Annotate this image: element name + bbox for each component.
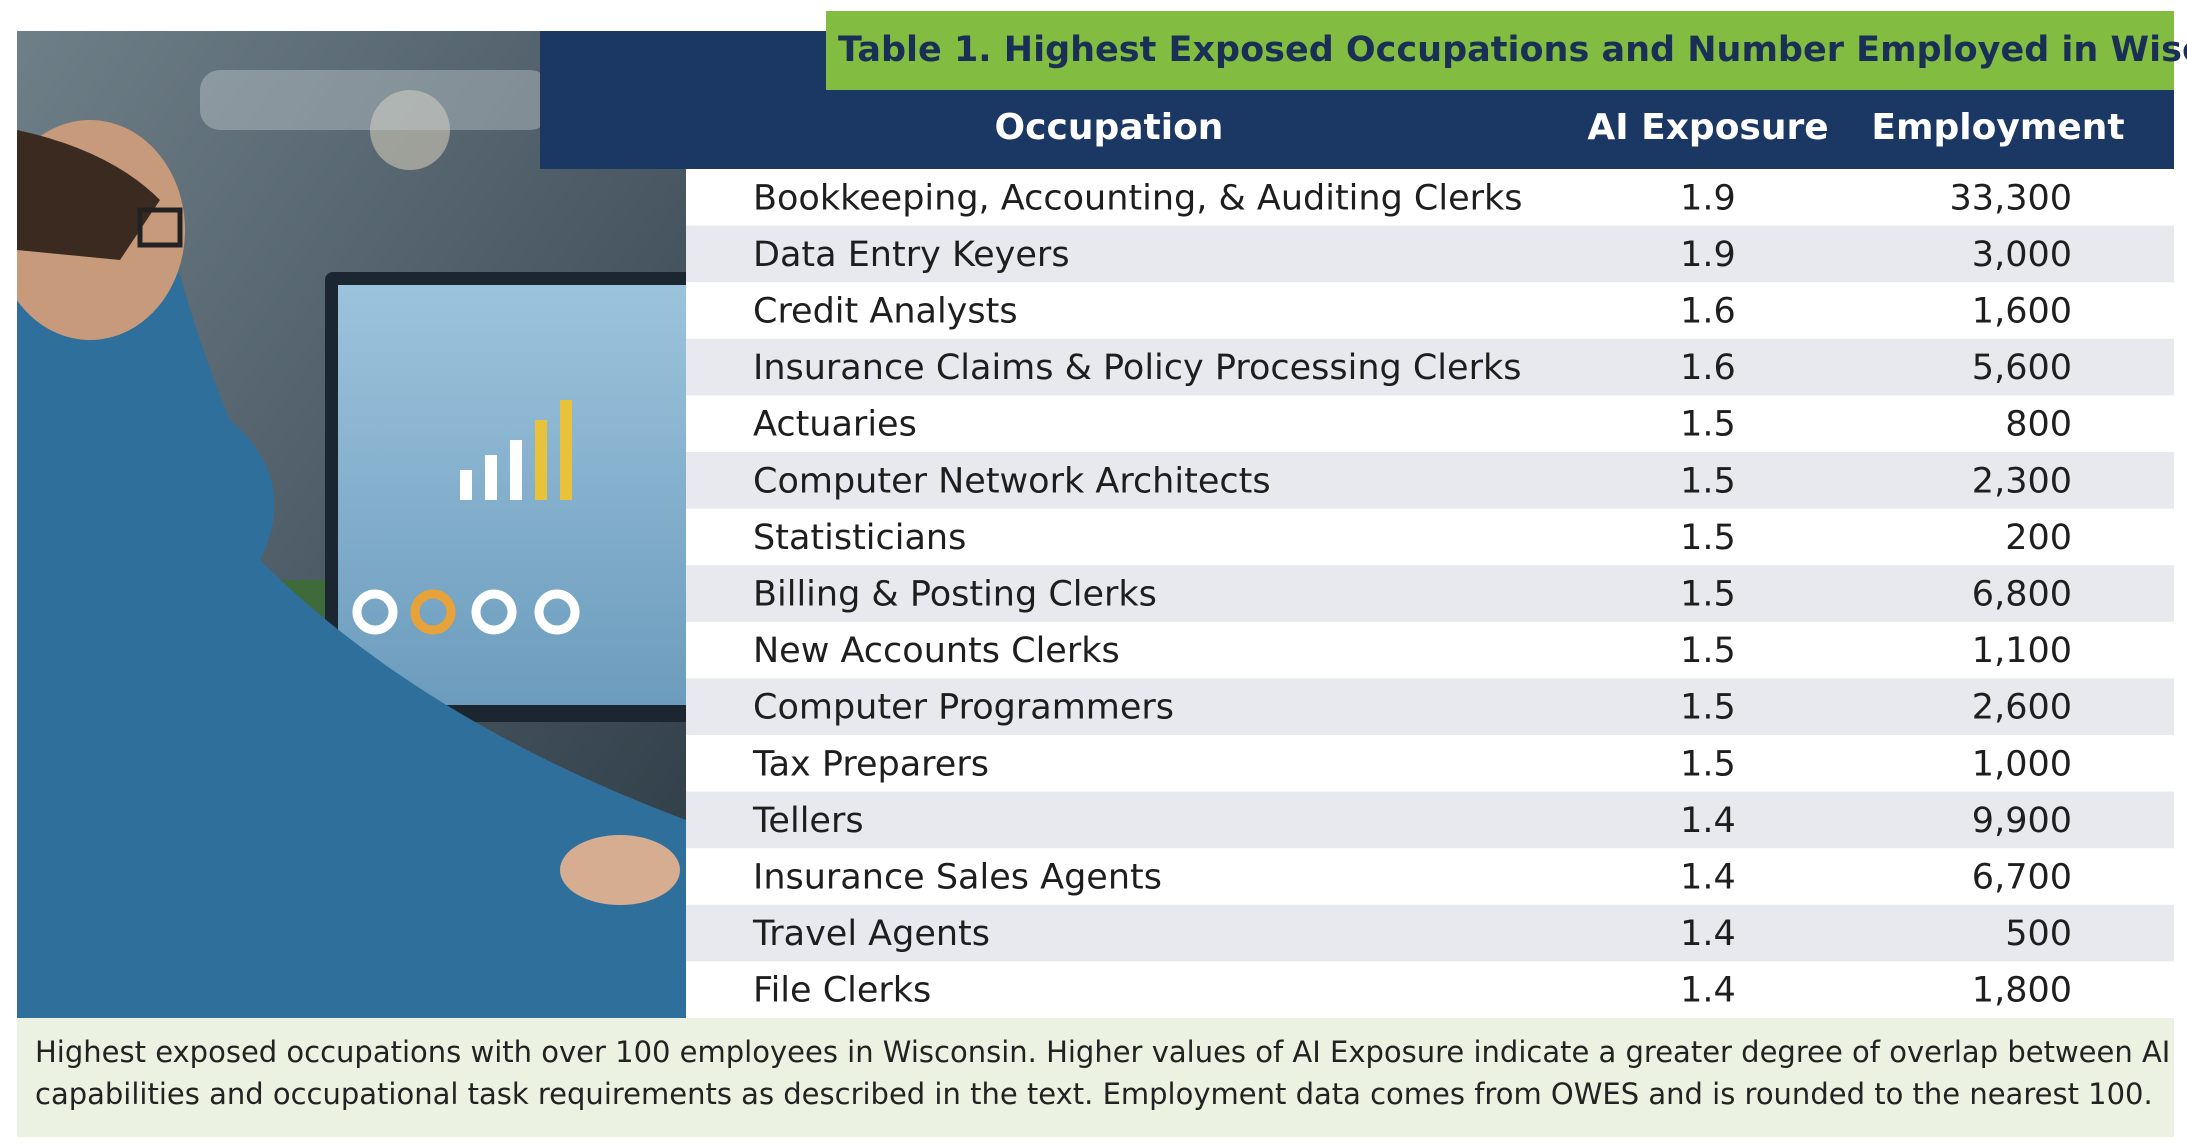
row-shade xyxy=(686,565,2174,622)
row-shade xyxy=(686,452,2174,509)
cell: 1.6 xyxy=(1680,348,1736,388)
cell: 1,000 xyxy=(1972,744,2072,784)
cell: Bookkeeping, Accounting, & Auditing Cler… xyxy=(753,178,1523,218)
cell: New Accounts Clerks xyxy=(753,631,1120,671)
row-shade xyxy=(686,904,2174,962)
cell: File Clerks xyxy=(753,971,931,1011)
cell: Insurance Sales Agents xyxy=(753,858,1162,898)
cell: 33,300 xyxy=(1950,178,2072,218)
header-row: Occupation AI Exposure Employment xyxy=(995,107,2125,148)
cell: Travel Agents xyxy=(752,914,990,954)
cell: Tellers xyxy=(752,801,864,841)
column-header: AI Exposure xyxy=(1587,107,1828,148)
cell: 200 xyxy=(2005,518,2072,558)
cell: 1.5 xyxy=(1680,575,1736,615)
cell: Credit Analysts xyxy=(753,292,1018,332)
row-shade xyxy=(686,338,2174,396)
column-header: Employment xyxy=(1871,107,2124,148)
caption-line: Highest exposed occupations with over 10… xyxy=(35,1035,2170,1069)
caption-line: capabilities and occupational task requi… xyxy=(35,1077,2153,1111)
cell: 2,600 xyxy=(1972,688,2072,728)
cell: Statisticians xyxy=(753,518,966,558)
cell: 6,800 xyxy=(1972,575,2072,615)
cell: Insurance Claims & Policy Processing Cle… xyxy=(753,348,1521,388)
cell: 1.9 xyxy=(1680,178,1736,218)
cell: 1.4 xyxy=(1680,801,1736,841)
cell: 1.5 xyxy=(1680,744,1736,784)
cell: Computer Network Architects xyxy=(753,461,1271,501)
cell: Data Entry Keyers xyxy=(753,235,1070,275)
cell: 1.5 xyxy=(1680,631,1736,671)
title-box xyxy=(826,11,2174,90)
table-title: Table 1. Highest Exposed Occupations and… xyxy=(838,30,2187,70)
cell: 1.5 xyxy=(1680,405,1736,445)
caption-box xyxy=(17,1018,2174,1137)
cell: 1.9 xyxy=(1680,235,1736,275)
cell: 1.4 xyxy=(1680,971,1736,1011)
row-shade xyxy=(686,678,2174,735)
cell: 6,700 xyxy=(1972,858,2072,898)
cell: 1.5 xyxy=(1680,518,1736,558)
cell: 1.4 xyxy=(1680,858,1736,898)
row-shade xyxy=(686,791,2174,849)
cell: Tax Preparers xyxy=(752,744,989,784)
cell: Computer Programmers xyxy=(753,688,1174,728)
photo xyxy=(17,31,686,1018)
cell: Actuaries xyxy=(753,405,917,445)
table-body: Bookkeeping, Accounting, & Auditing Cler… xyxy=(686,178,2174,1011)
cell: 9,900 xyxy=(1972,801,2072,841)
cell: 1,100 xyxy=(1972,631,2072,671)
cell: 1.5 xyxy=(1680,688,1736,728)
cell: 1,800 xyxy=(1972,971,2072,1011)
cell: 3,000 xyxy=(1972,235,2072,275)
cell: 5,600 xyxy=(1972,348,2072,388)
cell: Billing & Posting Clerks xyxy=(753,575,1157,615)
cell: 1,600 xyxy=(1972,292,2072,332)
cell: 800 xyxy=(2005,405,2072,445)
row-shade xyxy=(686,225,2174,283)
cell: 1.6 xyxy=(1680,292,1736,332)
column-header: Occupation xyxy=(995,107,1224,148)
cell: 2,300 xyxy=(1972,461,2072,501)
cell: 1.5 xyxy=(1680,461,1736,501)
cell: 1.4 xyxy=(1680,914,1736,954)
cell: 500 xyxy=(2005,914,2072,954)
